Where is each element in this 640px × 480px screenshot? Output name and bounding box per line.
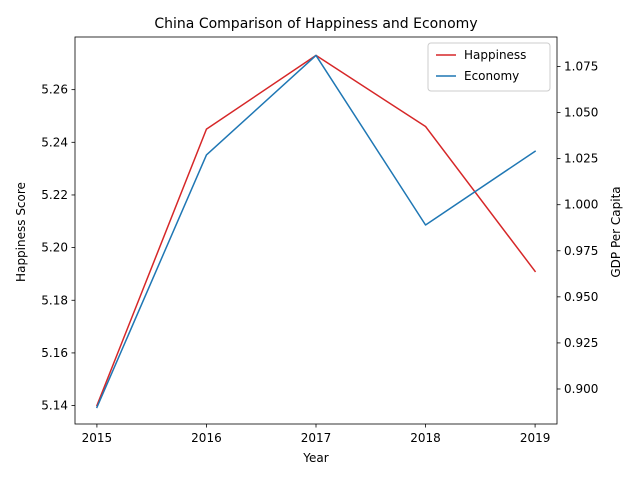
x-tick-label: 2019 (520, 431, 551, 445)
chart-title: China Comparison of Happiness and Econom… (154, 16, 477, 32)
y-tick-label-left: 5.18 (41, 293, 68, 307)
y-tick-label-right: 0.925 (564, 336, 598, 350)
y-axis-label-left: Happiness Score (14, 182, 28, 282)
y-tick-label-left: 5.14 (41, 399, 68, 413)
legend-label-happiness: Happiness (464, 48, 526, 62)
plot-background (75, 37, 557, 424)
y-tick-label-right: 1.075 (564, 59, 598, 73)
series-lines (95, 54, 537, 409)
y-tick-label-right: 0.975 (564, 244, 598, 258)
x-tick-label: 2018 (410, 431, 441, 445)
y-tick-label-left: 5.26 (41, 83, 68, 97)
y-tick-label-left: 5.22 (41, 188, 68, 202)
axes: 2015 2016 2017 2018 2019 5.14 5.16 5.18 5.20 5.22… (41, 36, 598, 445)
x-tick-label: 2017 (301, 431, 332, 445)
legend: Happiness Economy (427, 42, 551, 92)
x-tick-label: 2016 (191, 431, 222, 445)
y-tick-label-right: 1.050 (564, 106, 598, 120)
legend-label-economy: Economy (464, 69, 519, 83)
y-tick-label-right: 1.025 (564, 152, 598, 166)
y-tick-label-right: 0.900 (564, 382, 598, 396)
plot-area (75, 37, 557, 424)
y-axis-label-right: GDP Per Capita (609, 186, 623, 277)
x-tick-label: 2015 (82, 431, 113, 445)
x-axis-label: Year (302, 451, 328, 465)
y-tick-label-left: 5.20 (41, 241, 68, 255)
series-line-economy (95, 54, 537, 409)
y-tick-label-right: 0.950 (564, 290, 598, 304)
y-tick-label-left: 5.16 (41, 346, 68, 360)
legend-box (427, 42, 551, 92)
y-tick-label-right: 1.000 (564, 198, 598, 212)
y-tick-label-left: 5.24 (41, 135, 68, 149)
